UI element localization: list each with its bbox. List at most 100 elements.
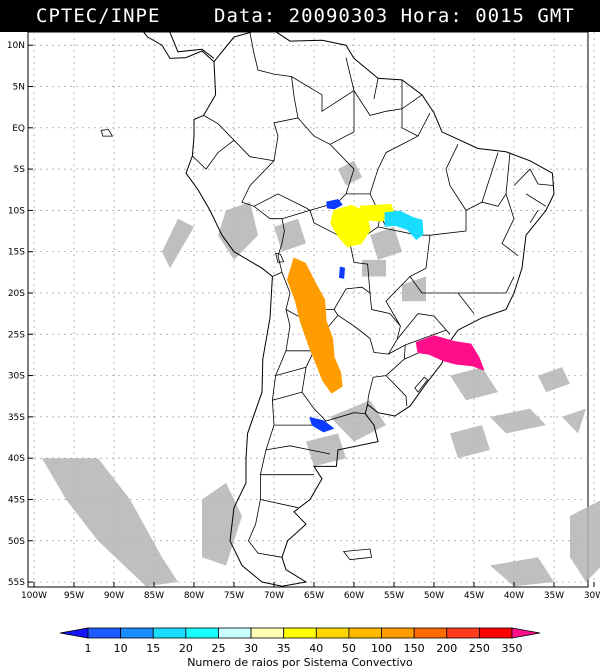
cloud-patch: [306, 433, 346, 467]
convective-system-blue-brazil-north: [326, 199, 343, 210]
border-line: [529, 210, 539, 224]
border-line: [385, 276, 411, 327]
border-line: [260, 499, 299, 509]
border-line: [192, 139, 235, 170]
lat-tick-label: 20S: [8, 289, 25, 299]
lat-tick-label: 15S: [8, 248, 25, 258]
lat-tick-label: 5S: [14, 165, 26, 175]
map: 10N 5N EQ 5S 10S 15S 20S 25S 30S 35S 40S 45S 50S 55S 1…: [7, 3, 600, 601]
colorbar-box: [152, 627, 187, 639]
header-source: CPTEC/INPE: [36, 5, 161, 27]
lat-tick-label: 40S: [8, 454, 25, 464]
cloud-patch: [570, 500, 600, 582]
border-line: [291, 57, 355, 113]
lon-tick-label: 80W: [184, 591, 204, 601]
lon-tick-label: 100W: [21, 591, 47, 601]
border-line: [525, 193, 547, 207]
colorbar-right-arrow: [511, 627, 541, 639]
border-line: [385, 375, 408, 407]
border-line: [405, 329, 447, 346]
border-line: [401, 108, 419, 137]
border-line: [445, 144, 467, 211]
border-line: [481, 152, 499, 203]
colorbar-label: 50: [342, 642, 356, 655]
colorbar-box: [413, 627, 448, 639]
cloud-patch: [402, 276, 426, 302]
cloud-patch: [218, 202, 258, 260]
cloud-patch: [562, 408, 586, 434]
border-line: [505, 152, 511, 194]
border-line: [458, 276, 515, 294]
falklands: [342, 548, 373, 561]
lat-tick-label: 55S: [8, 578, 25, 588]
galapagos: [100, 129, 114, 137]
colorbar-label: 200: [436, 642, 457, 655]
colorbar-box: [120, 627, 154, 639]
lon-tick-label: 95W: [64, 591, 84, 601]
lagoa-dos-patos: [414, 376, 429, 393]
header-date-time: Data: 20090303 Hora: 0015 GMT: [214, 5, 575, 27]
colorbar-label: 250: [469, 642, 490, 655]
lat-tick-label: 30S: [8, 372, 25, 382]
border-line: [369, 112, 431, 228]
convective-system-orange-andes: [287, 257, 343, 394]
colorbar-label: 150: [404, 642, 425, 655]
border-line: [373, 78, 379, 99]
cloud-patch: [538, 367, 570, 393]
border-line: [265, 445, 331, 455]
colorbar-label: 30: [244, 642, 258, 655]
cloud-layer: [42, 160, 600, 587]
convective-system-blue-small-central: [339, 266, 345, 279]
colorbar-box: [381, 627, 415, 639]
colorbar-box: [478, 627, 513, 639]
cloud-patch: [450, 425, 490, 459]
lon-tick-label: 65W: [304, 591, 324, 601]
colorbar-left-arrow: [59, 627, 89, 639]
lat-tick-label: 5N: [13, 83, 25, 93]
colorbar-box: [283, 627, 317, 639]
cloud-patch: [338, 160, 362, 186]
cloud-patch: [450, 367, 498, 401]
colorbar-label: 15: [146, 642, 160, 655]
border-line: [329, 90, 355, 145]
colorbar-box: [250, 627, 285, 639]
cloud-patch: [490, 408, 546, 434]
colorbar-box: [218, 627, 252, 639]
lat-tick-label: 10S: [8, 206, 25, 216]
colorbar-label: 10: [114, 642, 128, 655]
convective-system-magenta-south-brazil: [415, 335, 485, 371]
colorbar-boxes: [59, 627, 541, 639]
lat-tick-label: 10N: [7, 41, 25, 51]
border-line: [513, 168, 555, 186]
lon-tick-label: 70W: [264, 591, 284, 601]
lon-tick-label: 35W: [544, 591, 564, 601]
cloud-patch: [330, 400, 386, 442]
colorbar-label: 25: [211, 642, 225, 655]
south-america-coast: [185, 24, 555, 587]
colorbar-box: [87, 627, 122, 639]
lat-tick-label: EQ: [12, 124, 25, 134]
colorbar-box: [315, 627, 350, 639]
convective-system-cyan-mato-grosso: [384, 210, 424, 240]
lon-tick-label: 75W: [224, 591, 244, 601]
border-line: [309, 193, 370, 211]
lat-tick-label: 50S: [8, 537, 25, 547]
axis-ticks: 10N 5N EQ 5S 10S 15S 20S 25S 30S 35S 40S 45S 50S 55S 1…: [7, 41, 600, 601]
lon-tick-label: 40W: [504, 591, 524, 601]
cloud-patch: [490, 557, 554, 587]
colorbar-label: 35: [277, 642, 291, 655]
convective-systems: [287, 199, 485, 433]
border-line: [409, 235, 475, 314]
colorbar-title: Numero de raios por Sistema Convectivo: [187, 656, 413, 669]
lat-tick-label: 25S: [8, 330, 25, 340]
border-line: [272, 391, 303, 401]
convective-system-yellow-rondonia: [330, 204, 371, 248]
lat-tick-label: 35S: [8, 413, 25, 423]
border-line: [353, 90, 423, 116]
header-bar: CPTEC/INPE Data: 20090303 Hora: 0015 GMT: [0, 0, 600, 32]
colorbar-label: 20: [179, 642, 193, 655]
colorbar-label: 100: [371, 642, 392, 655]
colorbar-labels: 1 10 15 20 25 30 35 40 50 100 150 200 250 350: [85, 642, 523, 655]
colorbar-box: [185, 627, 219, 639]
lat-tick-label: 45S: [8, 495, 25, 505]
